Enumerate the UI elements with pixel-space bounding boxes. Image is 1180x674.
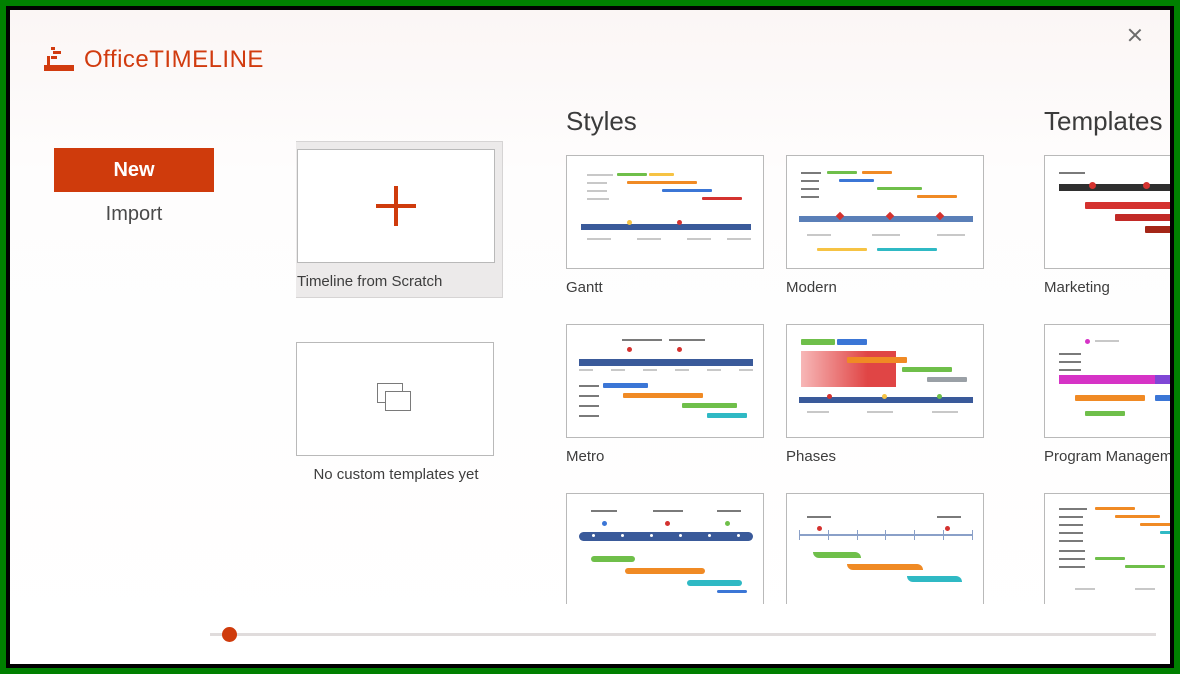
thumb-metro <box>566 324 764 438</box>
label-modern: Modern <box>786 279 986 296</box>
card-style-metro[interactable]: Metro <box>566 324 766 465</box>
thumb-modern <box>786 155 984 269</box>
logo-text-thin: Office <box>84 46 149 73</box>
thumb-phases <box>786 324 984 438</box>
card-template-program[interactable]: Program Management <box>1044 324 1170 465</box>
close-icon[interactable] <box>1128 28 1142 42</box>
card-template-engineering[interactable]: Engineering <box>1044 493 1170 604</box>
card-style-rounded[interactable]: Rounded <box>566 493 766 604</box>
thumb-empty <box>296 342 494 456</box>
logo-text-bold: TIMELINE <box>149 46 264 73</box>
thumb-program <box>1044 324 1170 438</box>
templates-column: Templates <box>1044 106 1170 604</box>
thumb-scratch <box>297 149 495 263</box>
outer-frame: OfficeTIMELINE New Import Timeline from … <box>0 0 1180 674</box>
card-template-marketing[interactable]: Marketing <box>1044 155 1170 296</box>
heading-styles: Styles <box>566 106 1006 137</box>
dialog-window: OfficeTIMELINE New Import Timeline from … <box>10 10 1170 664</box>
thumb-marketing <box>1044 155 1170 269</box>
sidebar: New Import <box>54 148 219 236</box>
card-style-modern[interactable]: Modern <box>786 155 986 296</box>
thumb-gantt <box>566 155 764 269</box>
label-marketing: Marketing <box>1044 279 1170 296</box>
label-empty: No custom templates yet <box>296 466 496 483</box>
label-scratch: Timeline from Scratch <box>297 273 495 290</box>
card-style-leaf[interactable]: Leaf <box>786 493 986 604</box>
app-logo: OfficeTIMELINE <box>44 46 264 74</box>
horizontal-scrollbar[interactable] <box>210 633 1156 636</box>
card-timeline-from-scratch[interactable]: Timeline from Scratch <box>296 141 503 298</box>
content-area: Timeline from Scratch No custom template… <box>296 106 1170 604</box>
nav-import[interactable]: Import <box>54 192 214 236</box>
styles-column: Styles <box>566 106 1006 604</box>
scrollbar-thumb[interactable] <box>222 627 237 642</box>
heading-templates: Templates <box>1044 106 1170 137</box>
thumb-rounded <box>566 493 764 604</box>
thumb-leaf <box>786 493 984 604</box>
label-phases: Phases <box>786 448 986 465</box>
label-metro: Metro <box>566 448 766 465</box>
card-style-phases[interactable]: Phases <box>786 324 986 465</box>
card-style-gantt[interactable]: Gantt <box>566 155 766 296</box>
card-no-custom: No custom templates yet <box>296 342 496 483</box>
label-gantt: Gantt <box>566 279 766 296</box>
thumb-engineering <box>1044 493 1170 604</box>
logo-icon <box>44 47 74 73</box>
label-program: Program Management <box>1044 448 1170 465</box>
nav-new[interactable]: New <box>54 148 214 192</box>
local-column: Timeline from Scratch No custom template… <box>296 106 526 511</box>
